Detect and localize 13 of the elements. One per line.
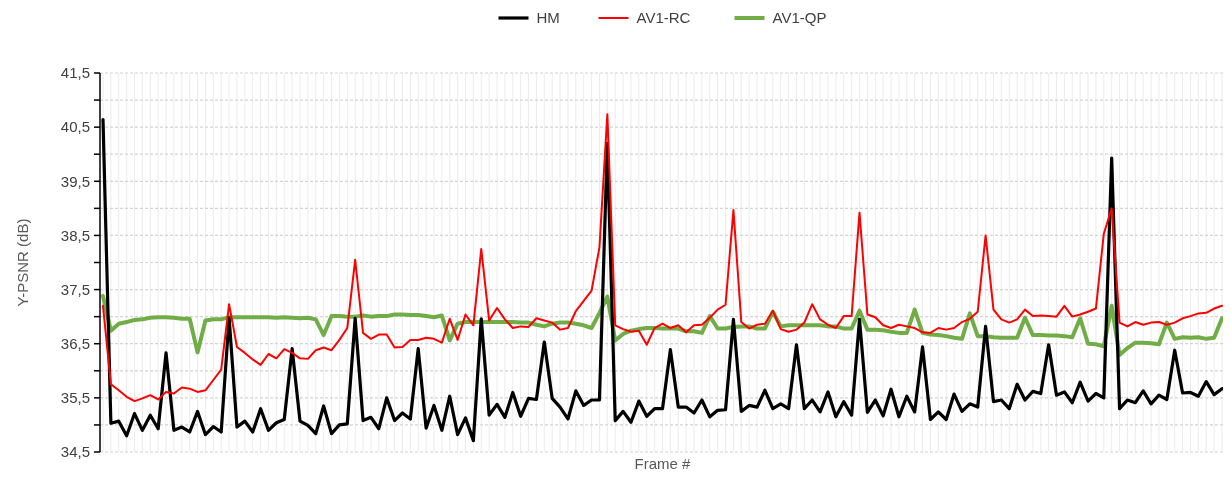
y-tick-label: 34,5 [60,443,90,461]
y-tick-label: 41,5 [60,64,90,82]
legend-label: AV1-QP [772,9,827,27]
y-tick-label: 37,5 [60,280,90,298]
legend-label: HM [536,9,560,27]
y-tick-label: 39,5 [60,172,90,190]
legend-label: AV1-RC [636,9,691,27]
y-tick-label: 35,5 [60,389,90,407]
y-tick-label: 36,5 [60,334,90,352]
y-tick-label: 40,5 [60,118,90,136]
y-axis-title: Y-PSNR (dB) [14,218,31,307]
x-axis-title: Frame # [634,455,692,472]
y-tick-label: 38,5 [60,226,90,244]
